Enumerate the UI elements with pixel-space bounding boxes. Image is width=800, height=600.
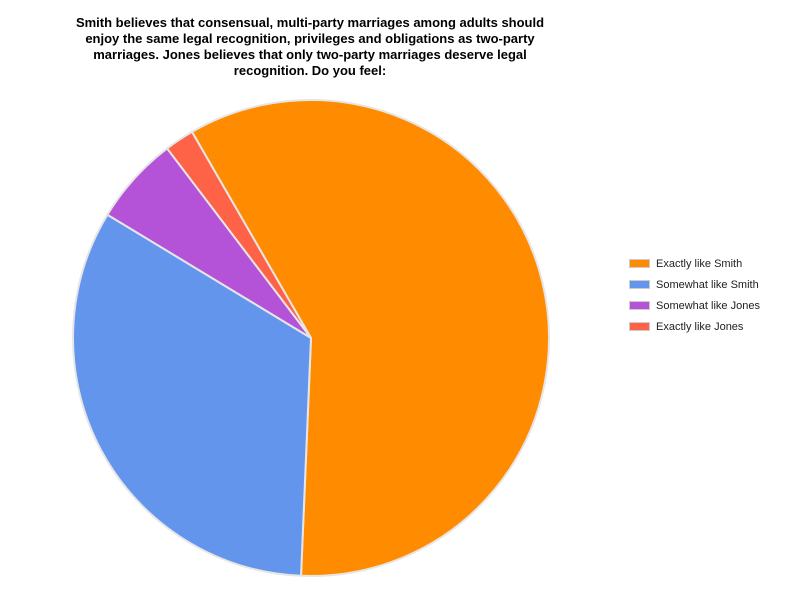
pie-slice-somewhat-like-smith bbox=[72, 213, 312, 577]
legend: Exactly like Smith Somewhat like Smith S… bbox=[629, 253, 789, 337]
legend-item-somewhat-like-jones: Somewhat like Jones bbox=[629, 295, 789, 316]
legend-swatch bbox=[629, 322, 650, 331]
legend-item-exactly-like-smith: Exactly like Smith bbox=[629, 253, 789, 274]
pie-slice-exactly-like-smith bbox=[191, 99, 551, 577]
legend-swatch bbox=[629, 301, 650, 310]
legend-label: Somewhat like Jones bbox=[656, 299, 760, 312]
legend-label: Exactly like Smith bbox=[656, 257, 743, 270]
legend-label: Somewhat like Smith bbox=[656, 278, 759, 291]
legend-swatch bbox=[629, 280, 650, 289]
pie-slice-exactly-like-jones bbox=[166, 130, 312, 339]
chart-title: Smith believes that consensual, multi-pa… bbox=[75, 15, 545, 78]
legend-item-exactly-like-jones: Exactly like Jones bbox=[629, 316, 789, 337]
legend-swatch bbox=[629, 259, 650, 268]
legend-item-somewhat-like-smith: Somewhat like Smith bbox=[629, 274, 789, 295]
legend-label: Exactly like Jones bbox=[656, 320, 744, 333]
